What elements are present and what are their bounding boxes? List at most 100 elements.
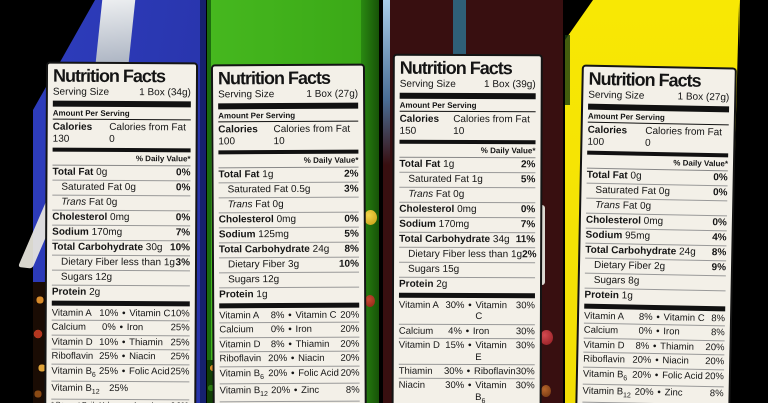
nutrient-name: Trans Fat 0g (595, 199, 652, 212)
daily-value-percent: 0% (712, 187, 728, 199)
bullet-separator: • (122, 308, 126, 320)
nutrient-name: Saturated Fat 0g (595, 184, 671, 198)
vitamin-name: Vitamin C (129, 308, 171, 320)
vitamin-row: Vitamin D 15% • Vitamin E 30% (398, 338, 535, 365)
serving-size-value: 1 Box (39g) (483, 78, 536, 91)
bullet-separator: • (468, 300, 472, 312)
vitamin-name: Calcium (583, 325, 619, 337)
vitamin-name: Vitamin D (583, 339, 625, 352)
vitamin-row: Vitamin B12 20% • Zinc 8% (582, 383, 724, 403)
vitamin-name: Folic Acid (129, 365, 170, 377)
nutrition-label: Nutrition Facts Serving Size 1 Box (34g)… (43, 61, 199, 403)
vitamin-name: Vitamin A (219, 310, 260, 322)
vitamin-row: Riboflavin 20% • Niacin 20% (219, 350, 360, 367)
nutrient-name: Sodium 170mg (52, 226, 123, 239)
bullet-separator: • (655, 355, 659, 367)
vitamin-percent: 30% (515, 380, 535, 392)
vitamin-name: Folic Acid (662, 369, 703, 382)
vitamin-name: Niacin (398, 380, 426, 392)
bullet-separator: • (288, 324, 292, 336)
daily-value-percent: 11% (515, 234, 536, 246)
vitamin-percent: 20% (634, 386, 654, 398)
vitamin-name: Niacin (662, 355, 689, 367)
vitamin-name: Vitamin D (219, 339, 261, 351)
vitamin-rows: Vitamin A 30% • Vitamin C 30% Calcium 4% • Iron 3… (398, 299, 535, 403)
vitamin-percent: 20% (340, 367, 360, 379)
vitamin-percent: 8% (710, 327, 725, 339)
vitamin-name: Niacin (129, 351, 156, 363)
nutrient-row: Total Carbohydrate 24g 8% (218, 241, 359, 258)
nutrient-name: Total Carbohydrate 30g (52, 241, 163, 254)
calories-from-fat: Calories from Fat 0 (644, 126, 723, 150)
nutrient-row: Total Carbohydrate 30g 10% (52, 239, 191, 256)
vitamin-rows: Vitamin A 8% • Vitamin C 20% Calcium 0% • Iron 20… (219, 309, 360, 401)
bullet-separator: • (466, 366, 471, 378)
vitamin-percent: 30% (515, 340, 535, 352)
box-edge-shadow (200, 0, 206, 403)
daily-value-percent: 7% (520, 219, 536, 231)
nutrient-row: Total Fat 1g 2% (399, 158, 535, 172)
nutrient-name: Sugars 15g (408, 263, 460, 276)
nutrient-row: Sugars 12g (51, 269, 190, 286)
nutrient-row: Protein 2g (398, 276, 536, 293)
vitamin-row: Vitamin A 10% • Vitamin C 10% (52, 307, 190, 321)
vitamin-name: Calcium (51, 322, 87, 334)
nutrient-name: Sugars 12g (228, 274, 280, 286)
daily-value-percent: 2% (344, 168, 359, 180)
nutrient-row: Sugars 15g (399, 261, 536, 278)
nutrient-row: Total Fat 0g 0% (52, 166, 190, 181)
vitamin-percent: 8% (709, 387, 724, 400)
nutrient-rows: Total Fat 1g 2% Saturated Fat 1g 5% Trans Fa… (398, 158, 537, 293)
vitamin-percent: 15% (445, 340, 465, 352)
vitamin-percent: 25% (109, 382, 129, 394)
vitamin-row: Vitamin A 30% • Vitamin C 30% (399, 299, 535, 324)
daily-value-percent: 0% (175, 212, 191, 224)
vitamin-row: Vitamin B6 20% • Folic Acid 20% (219, 365, 360, 384)
calories-row: Calories 150 Calories from Fat 10 (400, 112, 536, 140)
nutrient-row: Total Carbohydrate 34g 11% (399, 231, 536, 248)
vitamin-percent: 25% (98, 365, 119, 377)
vitamin-row: Vitamin B6 25% • Folic Acid 25% (51, 363, 190, 382)
vitamin-percent: 30% (515, 366, 535, 378)
vitamin-percent: 30% (443, 365, 463, 378)
vitamin-name: Vitamin E (475, 340, 507, 363)
bullet-separator: • (291, 367, 295, 379)
nutrient-row: Protein 2g (51, 284, 190, 301)
nutrient-row: Cholesterol 0mg 0% (399, 201, 536, 218)
nutrient-name: Cholesterol 0mg (399, 203, 477, 216)
nutrient-row: Saturated Fat 1g 5% (399, 171, 536, 188)
nutrient-row: Protein 1g (219, 286, 360, 303)
vitamin-percent: 8% (270, 338, 285, 350)
nutrient-row: Cholesterol 0mg 0% (52, 209, 191, 226)
nutrient-row: Dietary Fiber 3g 10% (218, 256, 360, 273)
daily-value-percent: 2% (520, 159, 536, 171)
vitamin-percent: 25% (170, 322, 190, 334)
vitamin-name: Vitamin C (295, 309, 337, 322)
box-corner-shadow (565, 0, 593, 40)
nutrient-name: Total Fat 1g (399, 158, 455, 171)
bullet-separator: • (656, 326, 660, 338)
nutrient-row: Trans Fat 0g (52, 194, 191, 211)
daily-value-percent: 10% (170, 242, 191, 254)
vitamin-row: Thiamin 30% • Riboflavin 30% (398, 363, 535, 379)
daily-value-percent: 4% (712, 232, 727, 244)
serving-size-label: Serving Size (52, 86, 110, 98)
amount-per-serving-label: Amount Per Serving (218, 108, 359, 123)
bullet-separator: • (121, 336, 126, 348)
nutrition-label: Nutrition Facts Serving Size 1 Box (39g)… (391, 53, 543, 403)
daily-value-percent: 0% (520, 204, 536, 216)
daily-value-percent: 2% (522, 249, 537, 261)
daily-value-percent: 10% (338, 258, 360, 270)
nutrient-rows: Total Fat 1g 2% Saturated Fat 0.5g 3% Trans … (218, 168, 360, 303)
bullet-separator: • (654, 369, 659, 381)
nutrient-name: Protein 2g (51, 286, 101, 298)
vitamin-percent: 20% (632, 354, 652, 367)
serving-size-label: Serving Size (588, 89, 645, 102)
vitamin-percent: 0% (270, 324, 285, 336)
bullet-separator: • (468, 340, 472, 352)
box-edge-highlight (95, 0, 136, 62)
vitamin-name: Vitamin B12 (582, 385, 631, 400)
nutrient-name: Trans Fat 0g (408, 188, 465, 201)
vitamin-name: Vitamin B6 (51, 365, 96, 379)
nutrient-name: Dietary Fiber less than 1g (408, 248, 523, 261)
